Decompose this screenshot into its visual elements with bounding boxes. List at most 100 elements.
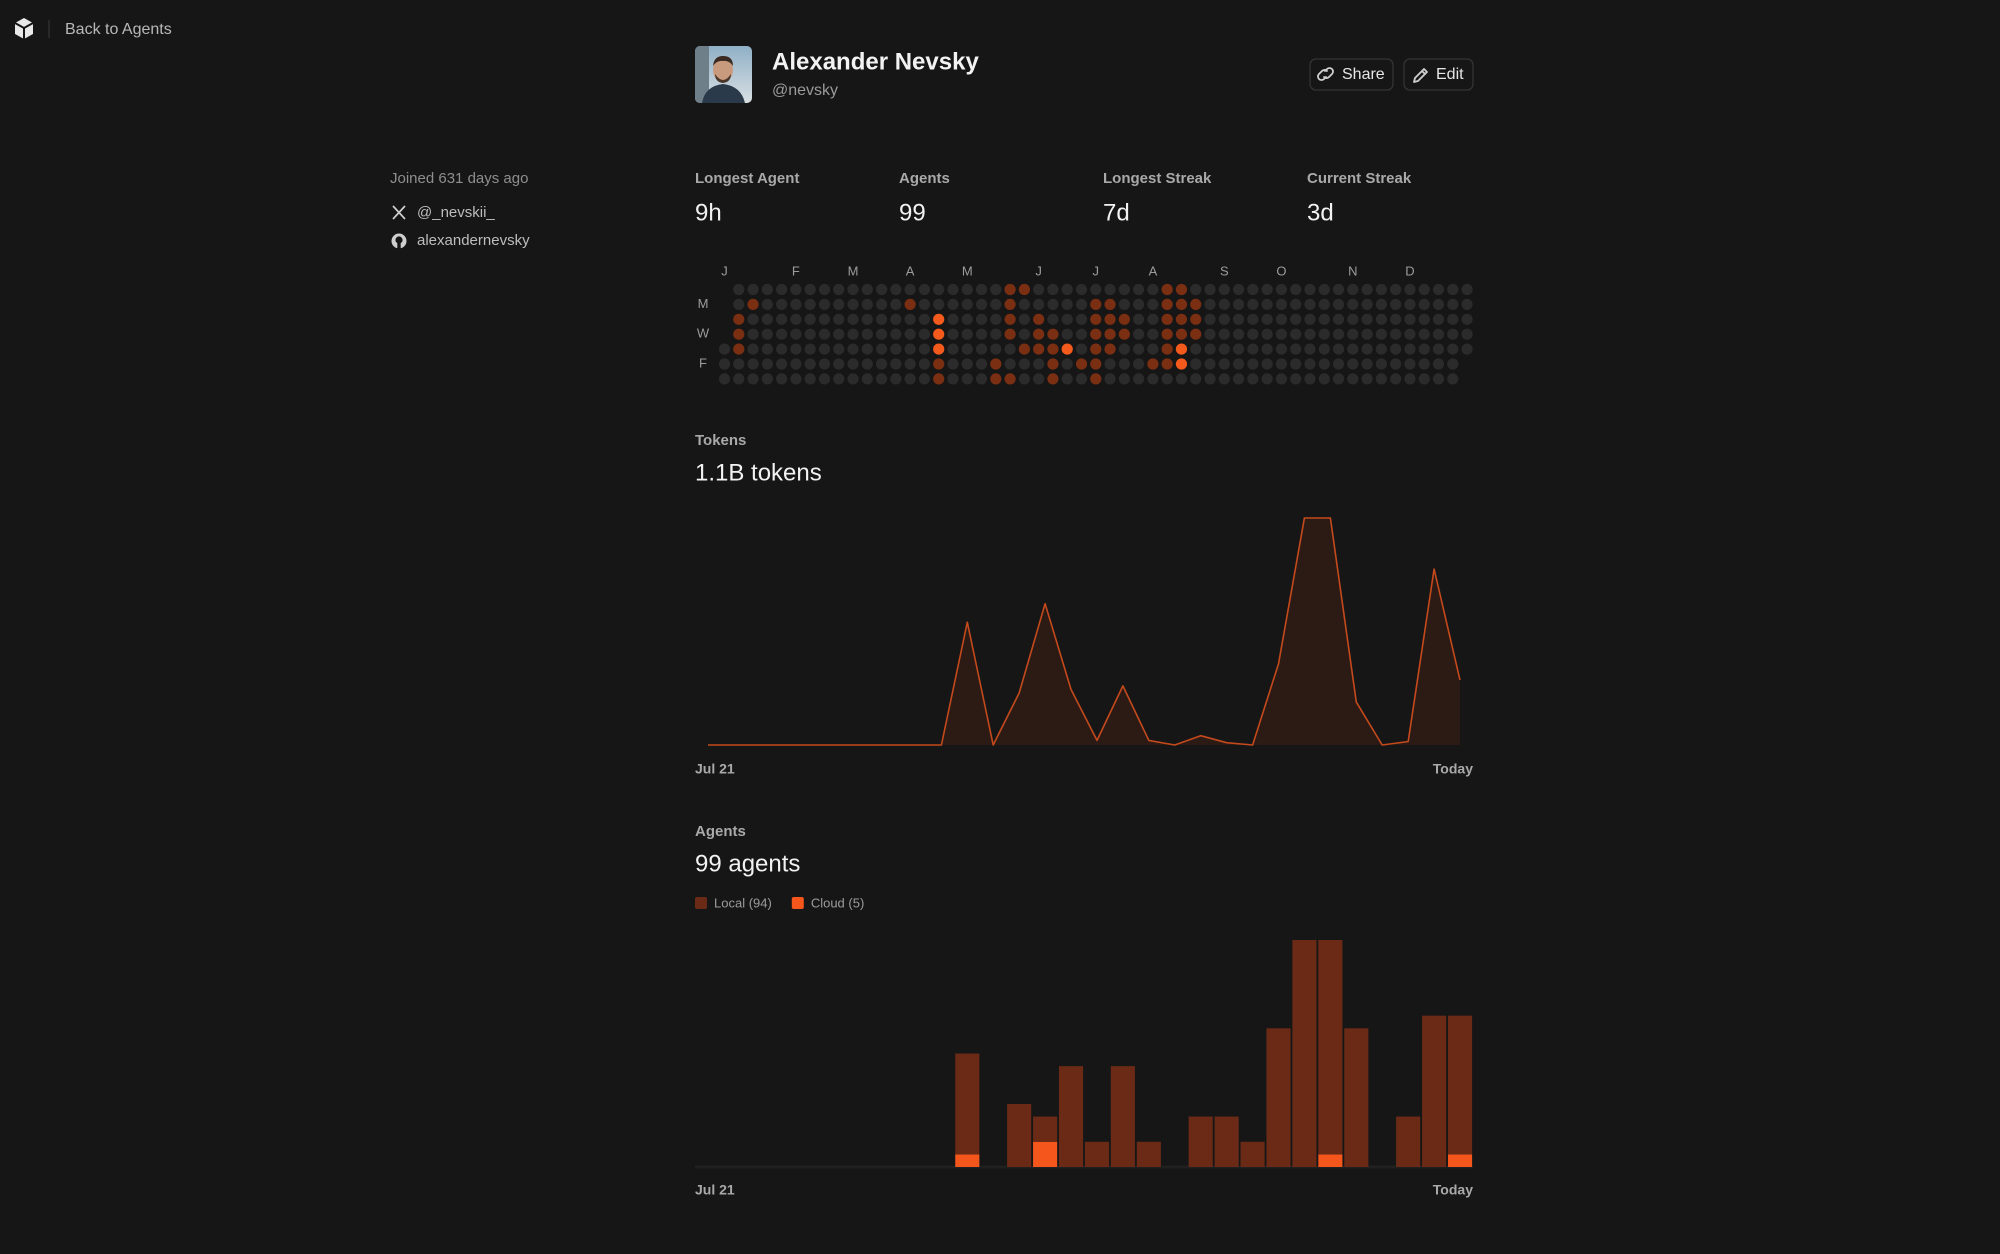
month-label: S bbox=[1220, 263, 1229, 278]
activity-cell bbox=[1161, 328, 1173, 340]
activity-cell bbox=[761, 373, 773, 385]
activity-cell bbox=[790, 328, 802, 340]
activity-cell bbox=[1318, 298, 1330, 310]
activity-cell bbox=[833, 328, 845, 340]
activity-cell bbox=[747, 373, 759, 385]
activity-cell bbox=[1190, 313, 1202, 325]
activity-cell bbox=[1275, 283, 1288, 296]
bar-segment bbox=[1344, 1028, 1369, 1167]
activity-cell bbox=[1461, 313, 1473, 325]
activity-cell bbox=[1418, 343, 1430, 355]
activity-cell bbox=[1204, 313, 1216, 325]
activity-cell bbox=[1347, 298, 1359, 310]
share-button[interactable]: Share bbox=[1309, 58, 1394, 91]
activity-cell bbox=[975, 313, 988, 325]
activity-cell bbox=[1147, 298, 1159, 310]
x-handle[interactable]: @_nevskii_ bbox=[417, 204, 495, 221]
activity-cell bbox=[1175, 313, 1188, 325]
github-handle[interactable]: alexandernevsky bbox=[417, 232, 530, 249]
activity-cell bbox=[975, 283, 988, 296]
x-icon bbox=[392, 205, 406, 220]
activity-cell bbox=[1133, 313, 1145, 325]
activity-cell bbox=[718, 343, 731, 355]
activity-cell bbox=[933, 298, 945, 310]
activity-cell bbox=[1290, 313, 1302, 325]
logo[interactable] bbox=[14, 18, 34, 39]
activity-cell bbox=[1332, 313, 1345, 325]
activity-cell bbox=[1261, 313, 1273, 325]
activity-cell bbox=[1375, 343, 1387, 355]
stat-value: 9h bbox=[695, 199, 722, 226]
pencil-icon bbox=[1413, 68, 1428, 83]
activity-cell bbox=[790, 298, 802, 310]
activity-cell bbox=[1004, 298, 1016, 310]
activity-cell bbox=[747, 358, 759, 370]
activity-cell bbox=[776, 298, 788, 310]
activity-cell bbox=[918, 298, 931, 310]
activity-cell bbox=[1361, 373, 1373, 385]
activity-cell bbox=[1232, 373, 1245, 385]
activity-cell bbox=[1318, 343, 1330, 355]
joined-text: Joined 631 days ago bbox=[390, 170, 528, 187]
activity-cell bbox=[1447, 283, 1459, 296]
activity-cell bbox=[933, 358, 945, 370]
activity-cell bbox=[1375, 298, 1387, 310]
activity-cell bbox=[1304, 313, 1316, 325]
activity-cell bbox=[961, 328, 973, 340]
activity-cell bbox=[1290, 328, 1302, 340]
activity-cell bbox=[1104, 313, 1116, 325]
activity-cell bbox=[990, 328, 1002, 340]
activity-cell bbox=[1347, 373, 1359, 385]
activity-cell bbox=[1390, 358, 1402, 370]
stat-value: 99 bbox=[899, 199, 926, 226]
bar-segment bbox=[1266, 1028, 1291, 1167]
activity-cell bbox=[918, 328, 931, 340]
activity-cell bbox=[975, 343, 988, 355]
bar-segment bbox=[1033, 1116, 1058, 1142]
activity-cell bbox=[1218, 373, 1230, 385]
activity-cell bbox=[1332, 328, 1345, 340]
activity-cell bbox=[1375, 328, 1387, 340]
bar-segment bbox=[955, 1154, 980, 1167]
chart-subtitle: 1.1B tokens bbox=[695, 459, 822, 486]
activity-cell bbox=[804, 373, 816, 385]
activity-cell bbox=[1218, 283, 1230, 296]
activity-cell bbox=[1232, 328, 1245, 340]
activity-cell bbox=[904, 283, 916, 296]
activity-cell bbox=[761, 313, 773, 325]
activity-cell bbox=[990, 358, 1002, 370]
activity-cell bbox=[1390, 328, 1402, 340]
activity-cell bbox=[1361, 313, 1373, 325]
activity-cell bbox=[776, 328, 788, 340]
activity-cell bbox=[1175, 328, 1188, 340]
activity-cell bbox=[1432, 373, 1445, 385]
activity-cell bbox=[804, 298, 816, 310]
activity-cell bbox=[1432, 328, 1445, 340]
activity-cell bbox=[1261, 358, 1273, 370]
activity-cell bbox=[1390, 373, 1402, 385]
activity-cell bbox=[1018, 298, 1030, 310]
activity-cell bbox=[1204, 283, 1216, 296]
activity-cell bbox=[1047, 358, 1059, 370]
activity-cell bbox=[833, 358, 845, 370]
activity-cell bbox=[847, 373, 859, 385]
icon-part bbox=[397, 243, 401, 249]
bar-segment bbox=[1058, 1066, 1084, 1167]
weekday-label: F bbox=[699, 355, 707, 370]
activity-cell bbox=[1318, 313, 1330, 325]
activity-cell bbox=[1275, 328, 1288, 340]
stat-label: Longest Streak bbox=[1103, 170, 1212, 187]
back-link[interactable]: Back to Agents bbox=[65, 21, 172, 38]
avatar-body bbox=[702, 84, 745, 103]
activity-cell bbox=[1432, 283, 1445, 296]
activity-cell bbox=[1075, 298, 1088, 310]
activity-cell bbox=[1061, 358, 1073, 370]
activity-cell bbox=[933, 343, 945, 355]
activity-cell bbox=[1061, 343, 1073, 355]
x-tick-label: Today bbox=[1433, 1182, 1473, 1198]
activity-cell bbox=[890, 373, 902, 385]
edit-button[interactable]: Edit bbox=[1403, 58, 1474, 91]
activity-cell bbox=[990, 298, 1002, 310]
